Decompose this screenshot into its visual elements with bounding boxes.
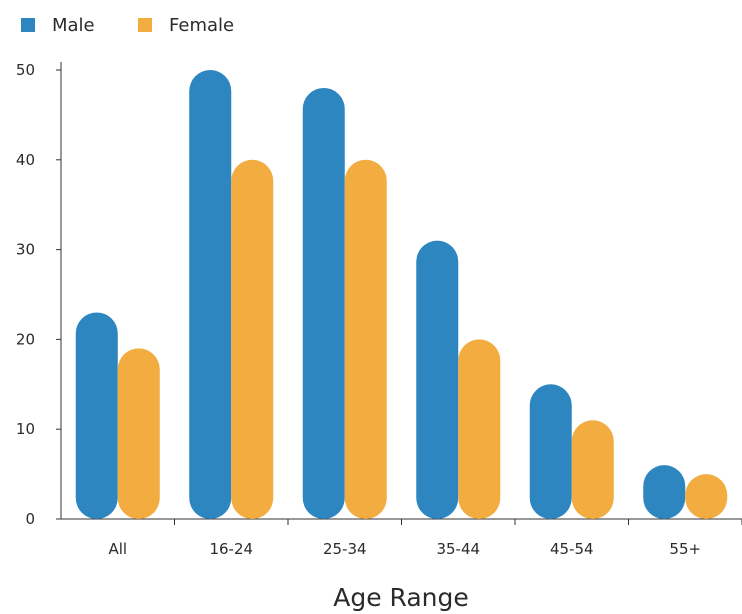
x-tick-label: 45-54 [550, 540, 594, 558]
y-tick-label: 20 [16, 330, 35, 348]
bar-female-45-54 [571, 420, 614, 519]
y-tick-label: 0 [25, 510, 35, 528]
legend-swatch-male [21, 18, 35, 32]
x-axis-title: Age Range [333, 583, 469, 612]
bar-male-55+ [643, 465, 686, 519]
legend: Male Female [21, 15, 234, 36]
axes: 0 10 20 30 40 50 All 16-24 25-34 35-44 45-54 55+ [16, 61, 742, 558]
x-tick-label: 35-44 [436, 540, 480, 558]
bar-female-35-44 [458, 339, 501, 519]
bar-male-45-54 [529, 384, 572, 519]
bar-male-35-44 [416, 240, 459, 519]
bar-male-all [75, 312, 118, 519]
y-tick-label: 40 [16, 151, 35, 169]
legend-label-female: Female [169, 15, 234, 36]
bar-male-16-24 [189, 70, 232, 519]
x-tick-label: All [108, 540, 127, 558]
bar-female-all [117, 348, 160, 519]
bar-female-55+ [685, 474, 728, 519]
x-tick-label: 16-24 [209, 540, 253, 558]
bar-female-16-24 [231, 159, 274, 520]
legend-label-male: Male [52, 15, 95, 36]
legend-swatch-female [138, 18, 152, 32]
y-tick-label: 50 [16, 61, 35, 79]
x-tick-label: 25-34 [323, 540, 367, 558]
y-tick-label: 30 [16, 241, 35, 259]
y-tick-label: 10 [16, 420, 35, 438]
bar-female-25-34 [344, 159, 387, 520]
bars [75, 70, 728, 520]
bar-male-25-34 [302, 87, 345, 520]
x-tick-label: 55+ [669, 540, 701, 558]
